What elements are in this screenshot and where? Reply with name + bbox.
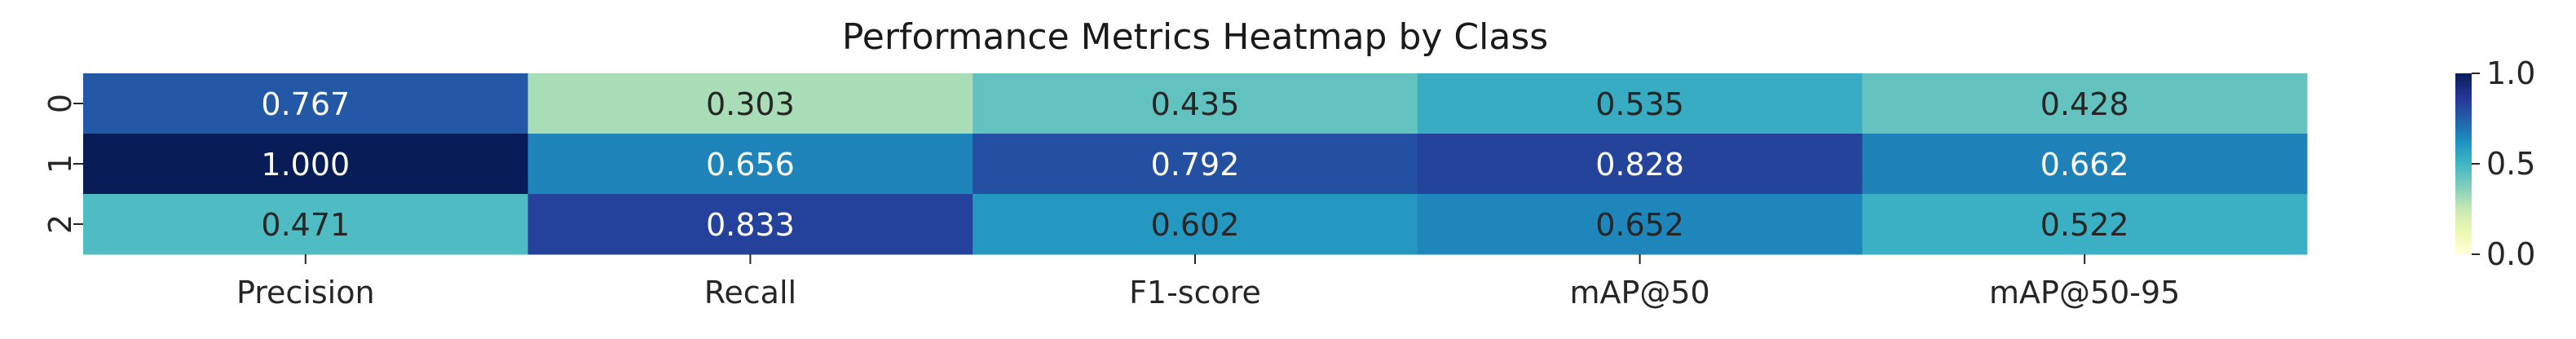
colorbar-tick-label: 1.0 xyxy=(2486,55,2535,91)
x-tick-label: Precision xyxy=(236,275,375,310)
heatmap-cell xyxy=(83,73,529,134)
cell-value-label: 0.471 xyxy=(261,207,350,243)
heatmap-cell xyxy=(1862,134,2308,195)
cell-value-label: 0.662 xyxy=(2040,147,2129,183)
heatmap-cell xyxy=(527,134,973,195)
cell-value-label: 0.828 xyxy=(1595,147,1684,183)
heatmap-cell xyxy=(1862,194,2308,255)
heatmap-cells xyxy=(83,73,2308,255)
x-tick-label: mAP@50-95 xyxy=(1989,275,2180,310)
cell-value-label: 0.833 xyxy=(706,207,795,243)
y-tick-label: 1 xyxy=(42,154,78,174)
heatmap-cell xyxy=(83,134,529,195)
heatmap-cell xyxy=(1417,194,1863,255)
cell-value-label: 0.535 xyxy=(1595,86,1684,122)
x-tick-label: F1-score xyxy=(1129,275,1261,310)
cell-value-label: 0.435 xyxy=(1151,86,1240,122)
heatmap-cell xyxy=(527,194,973,255)
cell-value-label: 1.000 xyxy=(261,147,350,183)
chart-title: Performance Metrics Heatmap by Class xyxy=(842,16,1548,58)
x-axis: Precision Recall F1-score mAP@50 mAP@50-95 xyxy=(236,254,2180,310)
cell-value-label: 0.767 xyxy=(261,86,350,122)
heatmap-cell xyxy=(973,134,1418,195)
x-tick-label: Recall xyxy=(704,275,796,310)
colorbar xyxy=(2455,73,2472,254)
x-tick-label: mAP@50 xyxy=(1569,275,1709,310)
heatmap-cell xyxy=(1417,134,1863,195)
heatmap-cell xyxy=(1862,73,2308,134)
y-tick-label: 0 xyxy=(42,94,78,113)
cell-value-label: 0.656 xyxy=(706,147,795,183)
y-tick-label: 2 xyxy=(42,214,78,234)
cell-value-label: 0.303 xyxy=(706,86,795,122)
heatmap-cell xyxy=(973,73,1418,134)
heatmap-cell xyxy=(527,73,973,134)
colorbar-tick-label: 0.5 xyxy=(2486,146,2535,182)
cell-value-label: 0.652 xyxy=(1595,207,1684,243)
heatmap-cell xyxy=(83,194,529,255)
cell-value-label: 0.792 xyxy=(1151,147,1240,183)
cell-value-label: 0.522 xyxy=(2040,207,2129,243)
colorbar-gradient xyxy=(2455,73,2472,254)
colorbar-tick-label: 0.0 xyxy=(2486,236,2535,272)
cell-value-label: 0.602 xyxy=(1151,207,1240,243)
cell-value-label: 0.428 xyxy=(2040,86,2129,122)
y-axis: 0 1 2 xyxy=(42,94,83,234)
colorbar-ticks: 0.0 0.5 1.0 xyxy=(2472,55,2535,272)
heatmap-cell-labels: 0.767 0.303 0.435 0.535 0.428 1.000 0.656 0.792… xyxy=(261,86,2128,243)
heatmap-cell xyxy=(1417,73,1863,134)
heatmap-cell xyxy=(973,194,1418,255)
